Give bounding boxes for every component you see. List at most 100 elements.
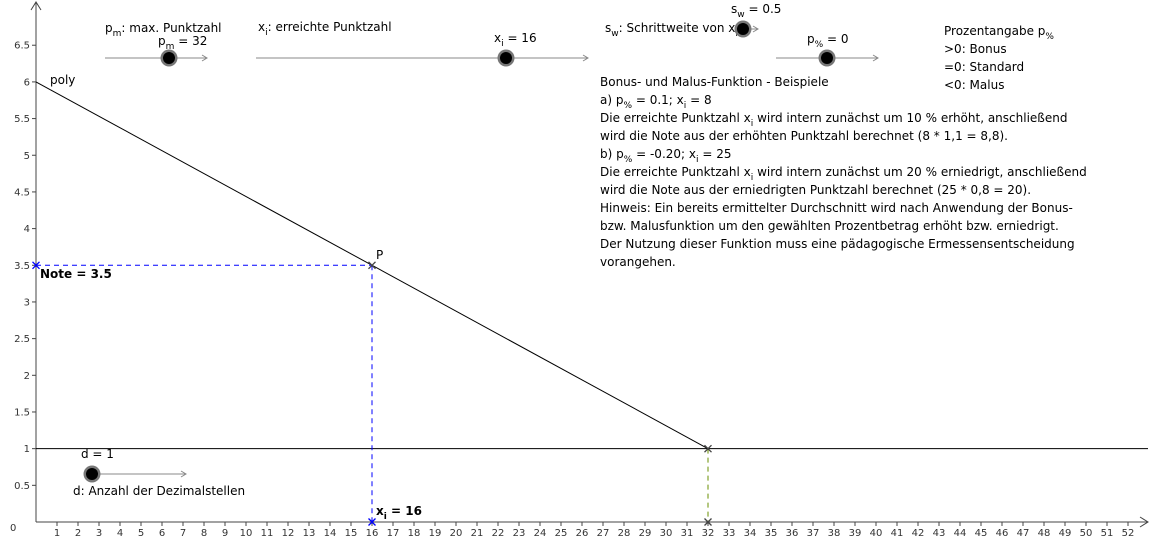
slider-d[interactable]: d = 1 d: Anzahl der Dezimalstellen — [73, 447, 245, 498]
pm-axis-point-marker[interactable] — [704, 518, 712, 526]
x-tick-label: 29 — [639, 528, 652, 539]
x-tick-label: 35 — [765, 528, 778, 539]
slider-pm[interactable]: pm: max. Punktzahl pm = 32 — [105, 21, 222, 67]
x-tick-label: 14 — [324, 528, 337, 539]
y-tick-label: 6 — [24, 77, 30, 88]
x-tick-label: 50 — [1080, 528, 1093, 539]
slider-pm-description: pm: max. Punktzahl — [105, 21, 222, 39]
x-tick-label: 43 — [933, 528, 946, 539]
x-tick-label: 44 — [954, 528, 967, 539]
example-a-line1: Die erreichte Punktzahl xi wird intern z… — [600, 111, 1067, 129]
slider-pp-knob[interactable] — [821, 52, 833, 64]
x-tick-label: 51 — [1101, 528, 1114, 539]
x-tick-label: 22 — [492, 528, 505, 539]
example-b-line1: Die erreichte Punktzahl xi wird intern z… — [600, 165, 1087, 183]
slider-sw[interactable]: sw: Schrittweite von xi sw = 0.5 — [605, 2, 781, 39]
x-tick-label: 30 — [660, 528, 673, 539]
x-tick-label: 7 — [180, 528, 186, 539]
hint-line1: Hinweis: Ein bereits ermittelter Durchsc… — [600, 201, 1073, 215]
slider-d-knob[interactable] — [86, 468, 98, 480]
x-tick-label: 2 — [75, 528, 81, 539]
x-tick-label: 37 — [807, 528, 820, 539]
info-text-block: Bonus- und Malus-Funktion - Beispiele a)… — [600, 75, 1087, 269]
x-tick-label: 47 — [1017, 528, 1030, 539]
slider-sw-description: sw: Schrittweite von xi — [605, 21, 738, 39]
x-tick-label: 39 — [849, 528, 862, 539]
x-tick-label: 33 — [723, 528, 736, 539]
poly-label: poly — [50, 73, 75, 87]
x-tick-label: 16 — [366, 528, 379, 539]
x-tick-label: 36 — [786, 528, 799, 539]
example-b-line2: wird die Note aus der erniedrigten Punkt… — [600, 183, 1031, 197]
note-point-marker[interactable] — [32, 261, 40, 270]
slider-pm-arrow — [201, 54, 208, 62]
slider-sw-arrow — [752, 25, 759, 33]
slider-xi-value: xi = 16 — [494, 31, 537, 49]
point-P-label: P — [376, 248, 383, 262]
x-tick-label: 32 — [702, 528, 715, 539]
x-tick-label: 27 — [597, 528, 610, 539]
hint-line4: vorangehen. — [600, 255, 676, 269]
x-tick-label: 10 — [240, 528, 253, 539]
y-tick-label: 6.5 — [14, 41, 30, 52]
y-tick-label: 2.5 — [14, 334, 30, 345]
x-tick-label: 12 — [282, 528, 295, 539]
poly-end-point-marker[interactable] — [704, 444, 712, 453]
x-tick-label: 52 — [1122, 528, 1135, 539]
point-P-marker[interactable] — [368, 261, 376, 270]
x-tick-label: 18 — [408, 528, 421, 539]
xi-point-marker[interactable] — [368, 518, 376, 526]
x-tick-label: 38 — [828, 528, 841, 539]
x-tick-label: 13 — [303, 528, 316, 539]
x-tick-label: 19 — [429, 528, 442, 539]
y-ticks: 0.5 1 1.5 2 2.5 3 3.5 4 4.5 5 5.5 6 6.5 — [14, 41, 36, 492]
slider-sw-value: sw = 0.5 — [731, 2, 781, 20]
slider-xi-description: xi: erreichte Punktzahl — [258, 20, 392, 38]
x-tick-label: 48 — [1038, 528, 1051, 539]
x-tick-label: 25 — [555, 528, 568, 539]
slider-sw-knob[interactable] — [737, 23, 749, 35]
x-tick-label: 31 — [681, 528, 694, 539]
y-axis-arrow — [30, 1, 42, 11]
slider-d-arrow — [180, 470, 187, 478]
x-tick-label: 40 — [870, 528, 883, 539]
x-tick-label: 5 — [138, 528, 144, 539]
prozent-title: Prozentangabe p% — [944, 24, 1054, 42]
x-tick-label: 3 — [96, 528, 102, 539]
slider-d-description: d: Anzahl der Dezimalstellen — [73, 484, 245, 498]
x-tick-label: 9 — [222, 528, 228, 539]
x-tick-label: 42 — [912, 528, 925, 539]
x-tick-label: 8 — [201, 528, 207, 539]
x-tick-label: 1 — [54, 528, 60, 539]
x-tick-label: 20 — [450, 528, 463, 539]
slider-pp[interactable]: p% = 0 — [776, 32, 879, 67]
slider-xi-knob[interactable] — [500, 52, 512, 64]
x-tick-label: 4 — [117, 528, 123, 539]
y-tick-label: 3 — [24, 297, 30, 308]
slider-pp-arrow — [872, 54, 879, 62]
xi-axis-label: xi = 16 — [376, 504, 422, 522]
prozent-malus: <0: Malus — [944, 78, 1004, 92]
x-tick-label: 49 — [1059, 528, 1072, 539]
prozent-standard: =0: Standard — [944, 60, 1024, 74]
x-tick-label: 45 — [975, 528, 988, 539]
hint-line3: Der Nutzung dieser Funktion muss eine pä… — [600, 237, 1075, 251]
slider-pm-knob[interactable] — [163, 52, 175, 64]
x-tick-label: 6 — [159, 528, 165, 539]
x-tick-label: 41 — [891, 528, 904, 539]
x-ticks: 1 2 3 4 5 6 7 8 9 10 11 12 13 14 15 16 17 18 19 20 21 22 23 24 2… — [54, 522, 1135, 539]
y-tick-label: 1 — [24, 444, 30, 455]
x-tick-label: 26 — [576, 528, 589, 539]
y-tick-label: 5.5 — [14, 114, 30, 125]
slider-xi[interactable]: xi: erreichte Punktzahl xi = 16 — [256, 20, 589, 67]
x-tick-label: 11 — [261, 528, 274, 539]
x-tick-label: 24 — [534, 528, 547, 539]
x-tick-label: 15 — [345, 528, 358, 539]
slider-xi-arrow — [582, 54, 589, 62]
y-tick-label: 4.5 — [14, 187, 30, 198]
prozent-bonus: >0: Bonus — [944, 42, 1007, 56]
y-tick-label: 5 — [24, 151, 30, 162]
hint-line2: bzw. Malusfunktion um den gewählten Proz… — [600, 219, 1059, 233]
x-tick-label: 34 — [744, 528, 757, 539]
